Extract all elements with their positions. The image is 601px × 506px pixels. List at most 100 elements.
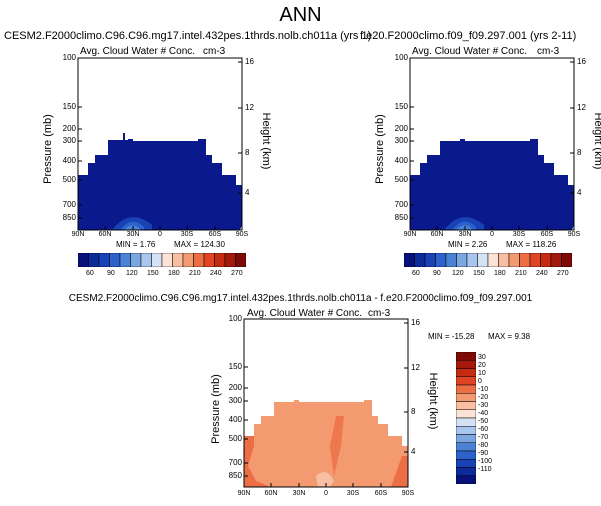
panel-2-ytick: 300: [394, 136, 408, 145]
panel-2-ylabel-right: Height (km): [592, 112, 601, 170]
colorbar-swatch: [88, 253, 100, 267]
panel-1-ylabel-right: Height (km): [260, 112, 272, 170]
panel-3-ytick: 700: [228, 458, 242, 467]
panel-2-cb-label: 120: [452, 270, 464, 277]
panel-3-ytick: 200: [228, 383, 242, 392]
panel-3-xtick: 90S: [401, 490, 415, 497]
panel-3-cb-label: -60: [478, 426, 489, 433]
panel-3-xtick: 60S: [374, 490, 388, 497]
panel-2-cb-label: 240: [536, 270, 548, 277]
panel-2-cb-label: 90: [433, 270, 441, 277]
panel-2-cb-label: 180: [494, 270, 506, 277]
colorbar-swatch: [456, 352, 476, 361]
colorbar-swatch: [404, 253, 415, 267]
colorbar-swatch: [435, 253, 447, 267]
colorbar-swatch: [424, 253, 436, 267]
panel-2-min: MIN = 2.26: [448, 240, 488, 249]
colorbar-swatch: [172, 253, 184, 267]
panel-2-rtick: 8: [577, 148, 582, 157]
colorbar-swatch: [130, 253, 142, 267]
panel-1-xtick: 60N: [98, 231, 112, 238]
panel-1-xtick: 30N: [126, 231, 140, 238]
panel-1-title: CESM2.F2000climo.C96.C96.mg17.intel.432p…: [4, 30, 372, 42]
colorbar-swatch: [445, 253, 457, 267]
colorbar-swatch: [456, 442, 476, 452]
panel-2-ylabel: Pressure (mb): [374, 114, 386, 184]
panel-3-rtick: 8: [411, 407, 416, 416]
panel-3-cb-label: -100: [478, 458, 493, 465]
panel-1-cb-label: 210: [189, 270, 201, 277]
colorbar-swatch: [456, 467, 476, 476]
colorbar-swatch: [203, 253, 215, 267]
panel-3-cb-label: -80: [478, 442, 489, 449]
panel-3-cb-label: -70: [478, 434, 489, 441]
panel-1-right-label: cm-3: [203, 46, 226, 57]
colorbar-swatch: [182, 253, 194, 267]
panel-3-ytick: 100: [228, 314, 242, 323]
colorbar-swatch: [456, 368, 476, 377]
panel-3-cb-label: -110: [478, 466, 492, 473]
panel-3-cb-label: -30: [478, 402, 489, 409]
panel-1-ytick: 300: [62, 136, 76, 145]
panel-2-field: [410, 139, 574, 230]
panel-3-xtick: 0: [324, 490, 328, 497]
panel-3-cb-labels: 30 20 10 0 -10 -20 -30 -40 -50 -60 -70 -…: [478, 352, 508, 484]
panel-2-ytick: 200: [394, 124, 408, 133]
panel-1-xtick: 90S: [235, 231, 249, 238]
panel-2-xtick: 60N: [430, 231, 444, 238]
panel-1-plot: [77, 57, 243, 231]
panel-3-ytick: 400: [228, 415, 242, 424]
colorbar-swatch: [487, 253, 499, 267]
panel-2-ticks: [409, 57, 575, 230]
colorbar-swatch: [214, 253, 226, 267]
panel-2-ytick: 400: [394, 156, 408, 165]
panel-1-ytick: 150: [62, 102, 76, 111]
panel-3-plot: [243, 318, 409, 488]
colorbar-swatch: [456, 401, 476, 410]
panel-3-ylabel-right: Height (km): [427, 372, 439, 430]
panel-1-max: MAX = 124.30: [174, 240, 225, 249]
panel-3-ytick: 300: [228, 396, 242, 405]
colorbar-swatch: [498, 253, 510, 267]
colorbar-swatch: [561, 253, 572, 267]
panel-1-rtick: 16: [245, 57, 254, 66]
panel-1-xtick: 0: [158, 231, 162, 238]
panel-2-colorbar: [404, 253, 572, 267]
panel-2-ytick: 850: [394, 213, 408, 222]
colorbar-swatch: [540, 253, 552, 267]
panel-1-rtick: 12: [245, 103, 254, 112]
panel-3-xtick: 30S: [346, 490, 360, 497]
colorbar-swatch: [140, 253, 152, 267]
panel-3-field: [244, 400, 408, 487]
colorbar-swatch: [119, 253, 131, 267]
panel-1-cb-label: 120: [126, 270, 138, 277]
panel-3-cb-label: 0: [478, 378, 482, 385]
panel-3-cb-label: -50: [478, 418, 489, 425]
panel-1-cb-label: 90: [107, 270, 115, 277]
panel-3-cb-label: -20: [478, 394, 489, 401]
panel-1-rtick: 4: [245, 188, 250, 197]
colorbar-swatch: [98, 253, 110, 267]
panel-3-rtick: 12: [411, 363, 420, 372]
panel-3-ytick: 500: [228, 434, 242, 443]
panel-3-cb-label: 10: [478, 370, 486, 377]
panel-2-rtick: 4: [577, 188, 582, 197]
panel-1-ytick: 100: [62, 53, 76, 62]
panel-2-cb-label: 60: [412, 270, 420, 277]
colorbar-swatch: [235, 253, 246, 267]
panel-1-rtick: 8: [245, 148, 250, 157]
panel-2-cb-label: 150: [473, 270, 485, 277]
colorbar-swatch: [508, 253, 520, 267]
colorbar-swatch: [78, 253, 89, 267]
panel-2-xtick: 90N: [403, 231, 417, 238]
panel-1-xtick: 90N: [71, 231, 85, 238]
colorbar-swatch: [456, 459, 476, 468]
panel-1-xtick: 30S: [180, 231, 194, 238]
panel-3-cb-label: -40: [478, 410, 489, 417]
colorbar-swatch: [151, 253, 163, 267]
page-title: ANN: [279, 4, 322, 26]
colorbar-swatch: [414, 253, 426, 267]
panel-1-ytick: 500: [62, 175, 76, 184]
panel-2-cb-label: 270: [557, 270, 569, 277]
panel-1-cb-label: 240: [210, 270, 222, 277]
